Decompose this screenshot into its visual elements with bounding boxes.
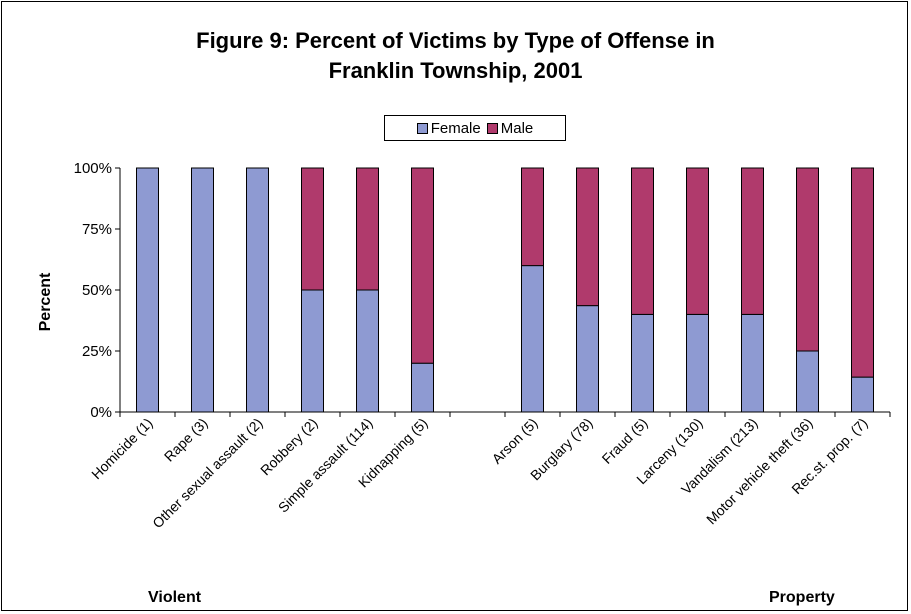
y-tick-label: 100%	[74, 160, 112, 177]
bar-female	[246, 167, 269, 413]
bar-male	[411, 167, 434, 364]
bar-female	[411, 362, 434, 413]
y-tick-label: 75%	[82, 221, 112, 238]
bar-male	[796, 167, 819, 352]
legend-item-female: Female	[416, 119, 481, 137]
bar-male	[741, 167, 764, 315]
bar-female	[631, 313, 654, 413]
chart-legend: Female Male	[384, 115, 566, 141]
chart-title-line-2: Franklin Township, 2001	[328, 58, 583, 83]
bar-male	[686, 167, 709, 315]
legend-swatch-male	[486, 122, 498, 134]
bar-female	[686, 313, 709, 413]
y-tick-label: 25%	[82, 343, 112, 360]
x-tick-label: Homicide (1)	[88, 415, 155, 482]
bar-male	[356, 167, 379, 291]
bar-female	[191, 167, 214, 413]
x-tick-label: Motor vehicle theft (36)	[703, 415, 816, 528]
bar-male	[576, 167, 599, 307]
bar-male	[631, 167, 654, 315]
bar-female	[521, 265, 544, 413]
x-tick-label: Arson (5)	[489, 415, 541, 467]
group-label-violent: Violent	[148, 589, 202, 606]
legend-swatch-female	[416, 122, 428, 134]
y-tick-label: 0%	[90, 404, 112, 421]
x-tick-label: Simple assault (114)	[275, 415, 376, 516]
bar-female	[796, 350, 819, 413]
x-tick-label: Fraud (5)	[599, 415, 651, 467]
bar-male	[521, 167, 544, 267]
chart-title-line-1: Figure 9: Percent of Victims by Type of …	[196, 28, 715, 53]
legend-label-female: Female	[430, 119, 481, 137]
bar-female	[301, 289, 324, 413]
bar-female	[576, 305, 599, 413]
bar-female	[356, 289, 379, 413]
group-label-property: Property	[769, 589, 835, 606]
legend-label-male: Male	[500, 119, 534, 137]
y-tick-label: 50%	[82, 282, 112, 299]
chart-title: Figure 9: Percent of Victims by Type of …	[2, 26, 909, 86]
legend-item-male: Male	[486, 119, 534, 137]
bar-female	[136, 167, 159, 413]
x-tick-label: Other sexual assault (2)	[149, 415, 265, 531]
bar-female	[741, 313, 764, 413]
bar-female	[851, 376, 874, 413]
x-tick-label: Rape (3)	[161, 415, 211, 465]
bar-male	[301, 167, 324, 291]
bar-male	[851, 167, 874, 378]
